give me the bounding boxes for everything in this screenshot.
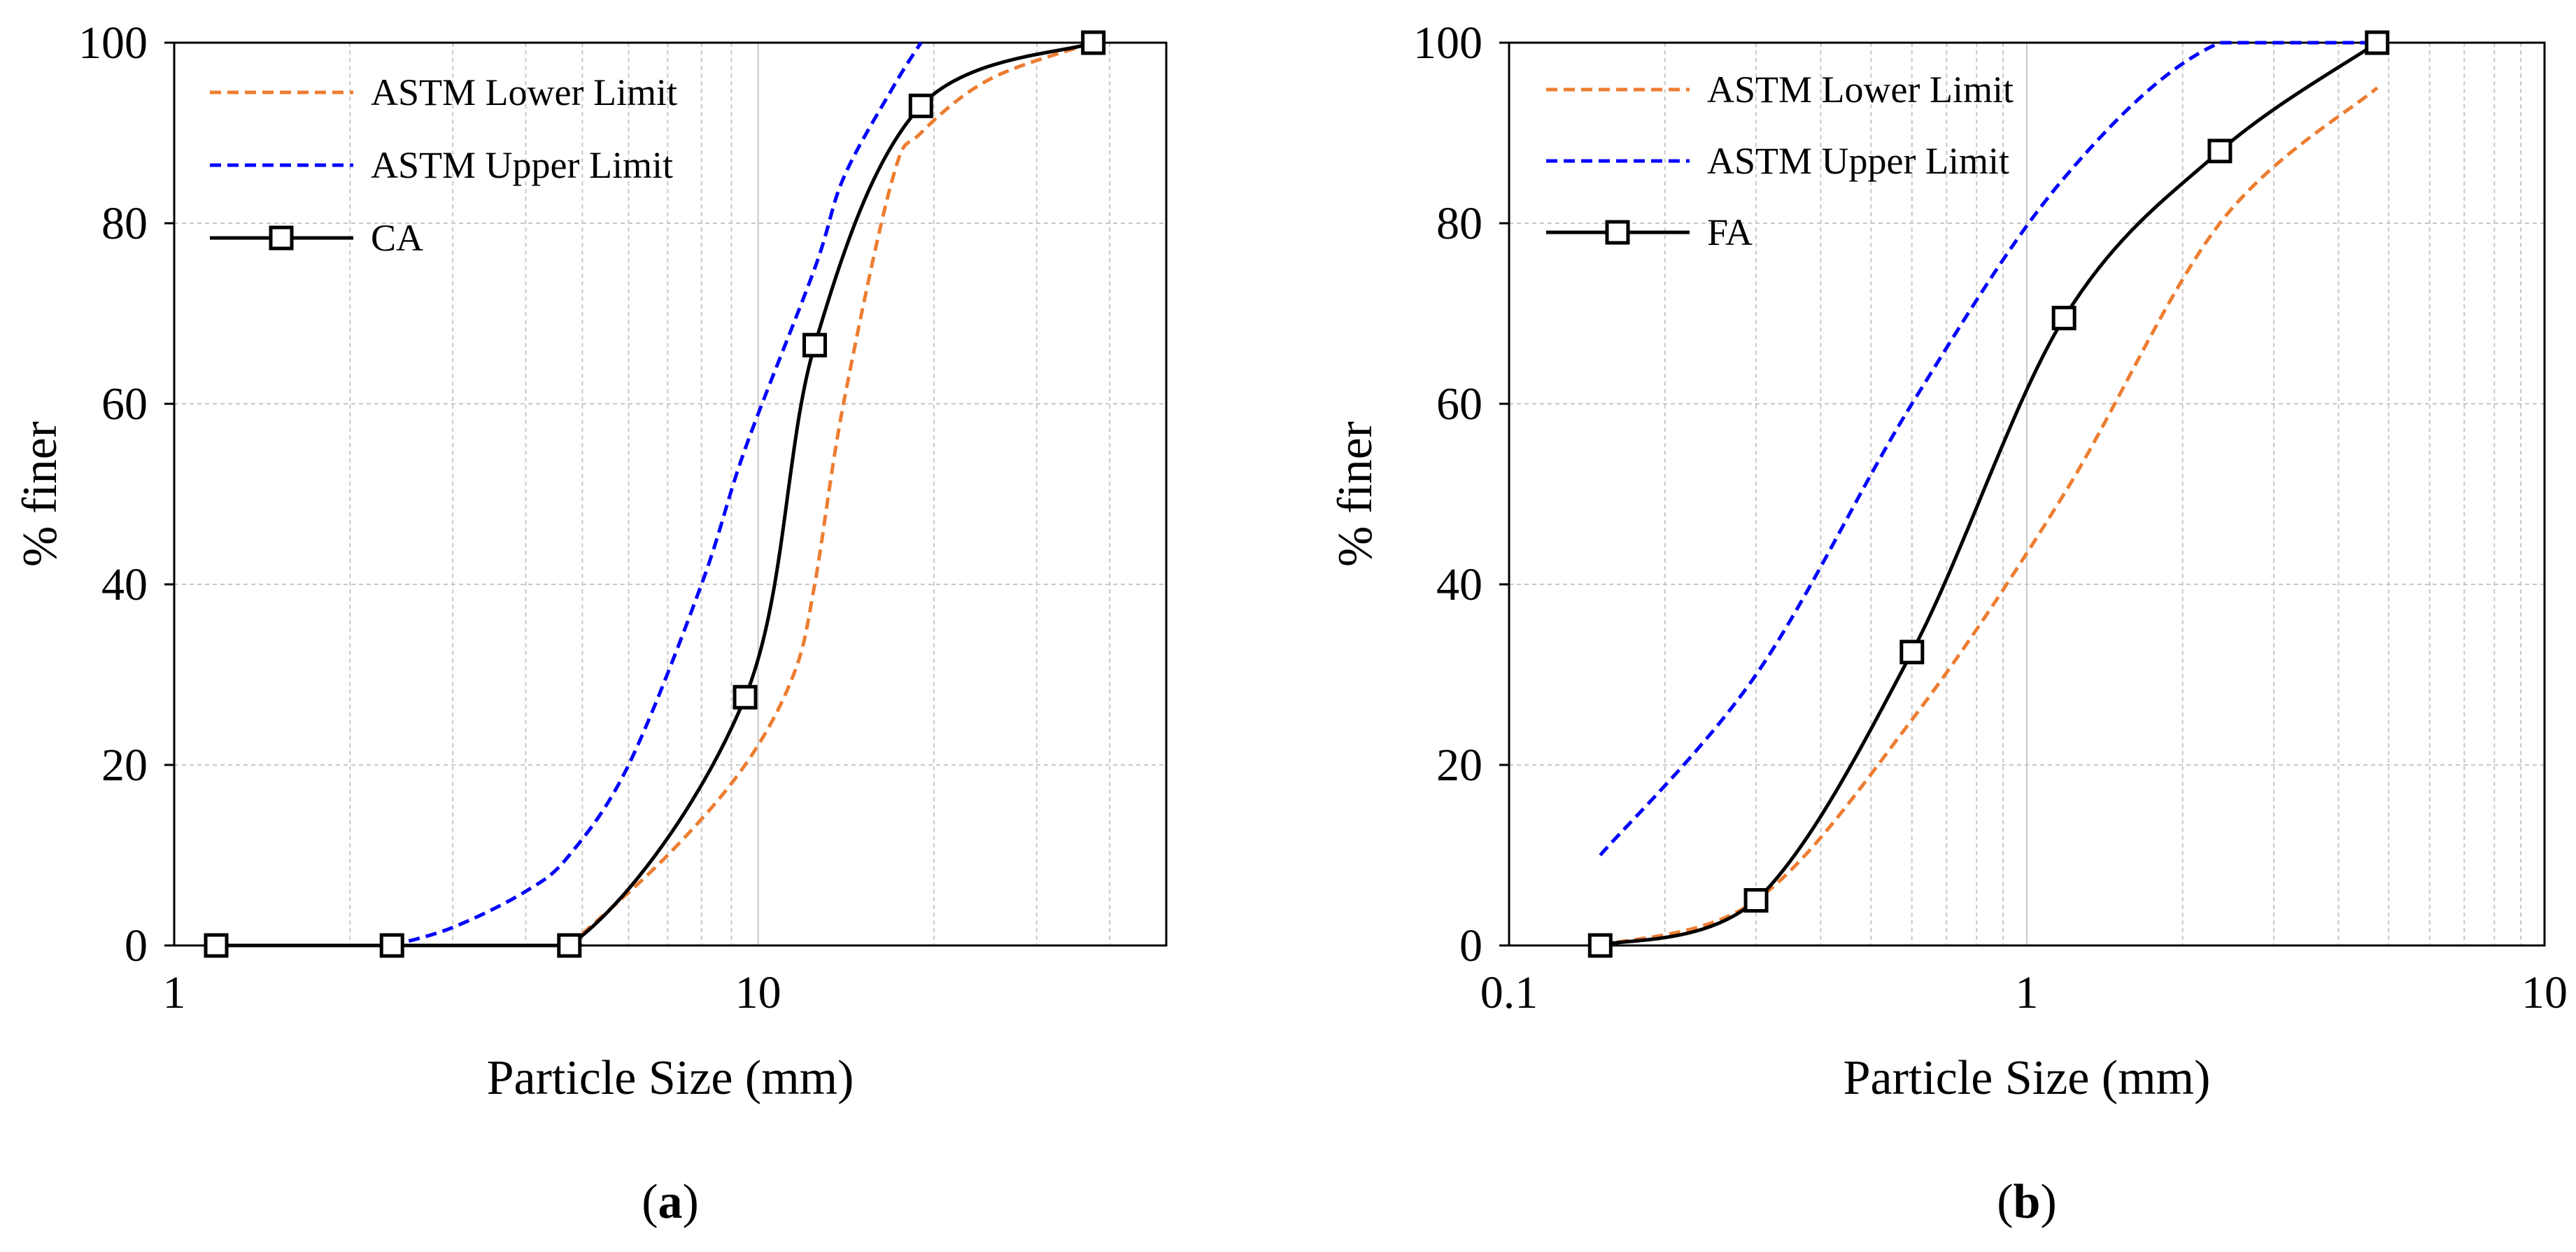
data-point-marker bbox=[802, 332, 828, 358]
series-line bbox=[391, 41, 923, 948]
legend-entry: ASTM Upper Limit bbox=[1546, 140, 2009, 182]
legend-entry: ASTM Lower Limit bbox=[210, 71, 677, 113]
y-tick-label: 40 bbox=[101, 559, 148, 610]
series-line bbox=[1599, 41, 2377, 857]
y-tick-label: 80 bbox=[101, 198, 148, 249]
y-tick-label: 100 bbox=[78, 17, 148, 69]
chart-panel-a: 0 20 40 60 80 100 1 10 Particle Size (mm) % finer… bbox=[13, 17, 1168, 1229]
y-tick-label: 80 bbox=[1436, 198, 1482, 249]
legend-entry: CA bbox=[210, 217, 423, 259]
y-tick-label: 20 bbox=[101, 740, 148, 791]
series-fa bbox=[1587, 30, 2390, 958]
y-tick-label: 20 bbox=[1436, 740, 1482, 791]
y-tick-label: 40 bbox=[1436, 559, 1482, 610]
data-point-marker bbox=[2365, 30, 2390, 55]
x-axis-title: Particle Size (mm) bbox=[1843, 1051, 2211, 1105]
y-tick-label: 0 bbox=[125, 920, 148, 971]
plot-frame bbox=[1508, 41, 2546, 947]
legend-entry: ASTM Upper Limit bbox=[210, 144, 673, 186]
data-point-marker bbox=[733, 684, 758, 710]
chart-panel-b: 0 20 40 60 80 100 0.1 1 10 Particle Size (mm) % fi… bbox=[1329, 17, 2568, 1229]
series-astm-upper-limit bbox=[391, 41, 923, 948]
x-tick-label: 10 bbox=[735, 967, 781, 1018]
y-axis-title: % finer bbox=[13, 421, 67, 567]
y-tick-label: 0 bbox=[1459, 920, 1482, 971]
panel-label: (b) bbox=[1997, 1175, 2057, 1229]
legend-entry: FA bbox=[1546, 211, 1753, 253]
legend-label: FA bbox=[1707, 211, 1753, 253]
data-point-marker bbox=[908, 93, 933, 118]
y-tick-label: 60 bbox=[101, 379, 148, 430]
series-astm-lower-limit bbox=[568, 41, 1094, 947]
data-point-marker bbox=[2207, 139, 2232, 164]
legend-marker bbox=[269, 225, 294, 251]
plot-frame bbox=[173, 41, 1168, 947]
x-tick-label: 0.1 bbox=[1480, 967, 1538, 1018]
legend-label: ASTM Lower Limit bbox=[371, 71, 677, 113]
panel-label: (a) bbox=[642, 1175, 699, 1229]
series-ca bbox=[204, 30, 1106, 958]
data-point-marker bbox=[2051, 305, 2076, 330]
series-line bbox=[568, 41, 1094, 947]
x-tick-label: 10 bbox=[2521, 967, 2568, 1018]
y-tick-label: 60 bbox=[1436, 379, 1482, 430]
legend-entry: ASTM Lower Limit bbox=[1546, 69, 2014, 111]
x-tick-label: 1 bbox=[163, 967, 186, 1018]
y-axis-title: % finer bbox=[1329, 421, 1382, 567]
data-point-marker bbox=[1081, 30, 1106, 55]
grid bbox=[1509, 43, 2545, 945]
x-tick-label: 1 bbox=[2016, 967, 2039, 1018]
legend-label: ASTM Upper Limit bbox=[371, 144, 673, 186]
legend-label: CA bbox=[371, 217, 423, 259]
y-tick-label: 100 bbox=[1413, 17, 1482, 69]
data-point-marker bbox=[1899, 640, 1925, 665]
data-point-marker bbox=[379, 933, 404, 958]
data-point-marker bbox=[557, 933, 582, 958]
data-point-marker bbox=[204, 933, 229, 958]
x-axis-title: Particle Size (mm) bbox=[487, 1051, 854, 1105]
series-astm-upper-limit bbox=[1599, 41, 2377, 857]
legend-marker bbox=[1605, 220, 1630, 245]
data-point-marker bbox=[1587, 933, 1613, 958]
legend-label: ASTM Lower Limit bbox=[1707, 69, 2014, 111]
legend-label: ASTM Upper Limit bbox=[1707, 140, 2009, 182]
data-point-marker bbox=[1743, 888, 1769, 913]
grid bbox=[174, 43, 1166, 945]
